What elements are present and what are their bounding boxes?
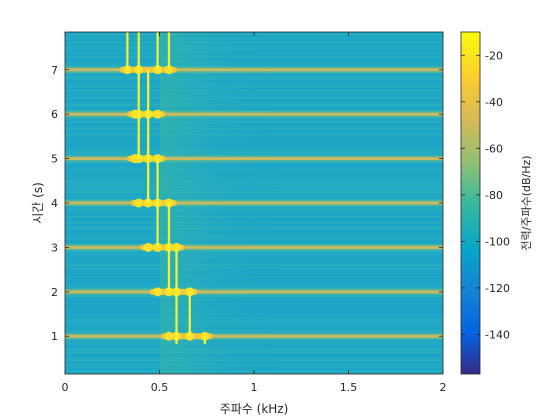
colorbar-tick-label: -120 xyxy=(485,282,510,295)
burst-band xyxy=(65,245,443,249)
colorbar-label: 전력/주파수(dB/Hz) xyxy=(520,155,533,250)
y-tick-label: 3 xyxy=(51,241,58,254)
burst-band xyxy=(65,201,443,205)
x-tick-label: 2 xyxy=(440,381,447,394)
burst-band xyxy=(65,334,443,338)
tone-onset xyxy=(134,198,144,208)
colorbar-gradient xyxy=(461,32,480,374)
y-tick-label: 4 xyxy=(51,197,58,210)
colorbar: -20 -40 -60 -80 -100 -120 -140 xyxy=(460,31,510,375)
y-axis-label: 시간 (s) xyxy=(31,182,45,224)
burst-band xyxy=(65,68,443,72)
colorbar-tick-label: -20 xyxy=(485,49,503,62)
x-axis-label: 주파수 (kHz) xyxy=(220,402,289,416)
x-tick-label: 1.5 xyxy=(340,381,358,394)
colorbar-tick-label: -80 xyxy=(485,189,503,202)
x-tick-label: 0 xyxy=(62,381,69,394)
tone-onset xyxy=(153,109,163,119)
colorbar-ticks: -20 -40 -60 -80 -100 -120 -140 xyxy=(461,49,510,341)
x-axis: 0 0.5 1 1.5 2 xyxy=(62,32,447,394)
tone-onset xyxy=(153,287,163,297)
tone-lines xyxy=(126,32,206,344)
burst-band xyxy=(65,290,443,294)
burst-band xyxy=(65,157,443,161)
tone-onset xyxy=(143,242,153,252)
tone-onset xyxy=(164,331,174,341)
colorbar-tick-label: -60 xyxy=(485,142,503,155)
y-tick-label: 1 xyxy=(51,330,58,343)
plot-area xyxy=(64,31,444,375)
y-tick-label: 5 xyxy=(51,153,58,166)
y-axis: 1 2 3 4 5 6 7 xyxy=(51,64,443,343)
colorbar-tick-label: -100 xyxy=(485,235,510,248)
colorbar-tick-label: -40 xyxy=(485,96,503,109)
y-tick-label: 7 xyxy=(51,64,58,77)
x-tick-label: 1 xyxy=(251,381,258,394)
burst-bands xyxy=(65,65,443,341)
burst-band xyxy=(65,112,443,116)
y-tick-label: 2 xyxy=(51,286,58,299)
y-tick-label: 6 xyxy=(51,108,58,121)
colorbar-frame xyxy=(460,31,481,375)
colorbar-tick-label: -140 xyxy=(485,328,510,341)
x-tick-label: 0.5 xyxy=(151,381,169,394)
